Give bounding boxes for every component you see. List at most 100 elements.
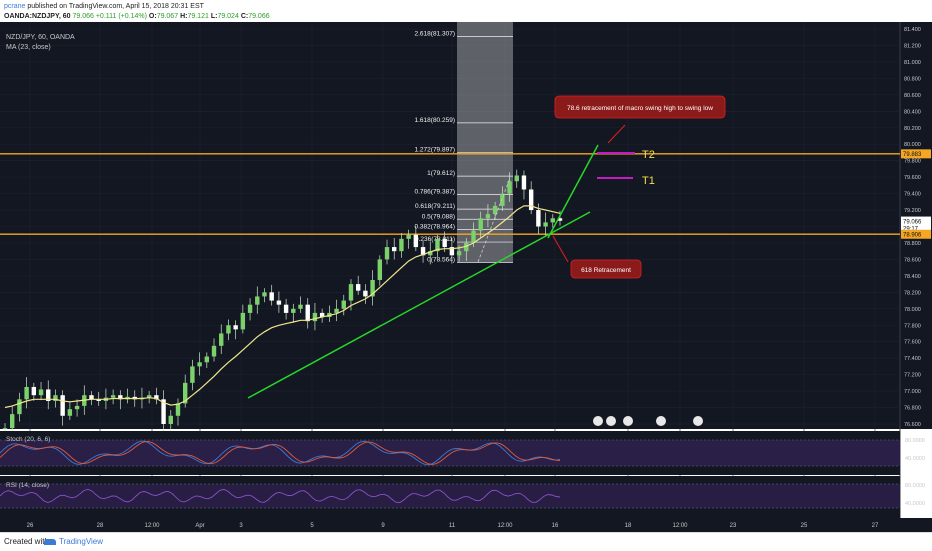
rsi-line [0, 488, 561, 503]
moving-average [4, 205, 561, 409]
candle-body [348, 284, 354, 301]
price-marker-label: 79.883 [903, 152, 922, 158]
low-label: L: [210, 13, 218, 20]
candle-body [334, 308, 339, 313]
annotation-box-1[interactable] [554, 95, 726, 119]
stoch-tick-bottom: 40.0000 [905, 456, 925, 462]
candle-body [46, 389, 51, 401]
stoch-lines [0, 440, 561, 466]
candle-body [247, 304, 253, 313]
instrument-label: NZD/JPY, 60, OANDA [6, 34, 75, 41]
last-price: 79.066 [72, 13, 94, 20]
event-icon[interactable] [593, 416, 603, 426]
x-tick-label: 23 [730, 523, 737, 529]
event-icons[interactable] [593, 416, 703, 426]
candle-body [269, 292, 274, 301]
x-tick-label: 16 [552, 523, 559, 529]
trendline-lower[interactable] [247, 211, 591, 399]
fib-level-label: 0.236(78.811) [415, 236, 455, 243]
candle-body [146, 395, 152, 398]
candle-body [233, 325, 238, 330]
fib-level-label: 1.618(80.259) [415, 117, 455, 124]
x-tick-label: 12:00 [144, 523, 160, 529]
price-marker-box [901, 229, 931, 239]
event-icon[interactable] [693, 416, 703, 426]
rsi-tick-top: 80.0000 [905, 483, 925, 489]
candle-body [67, 409, 73, 416]
y-tick-label: 77.000 [904, 389, 921, 395]
main-pane[interactable] [0, 22, 900, 429]
close-label: C: [240, 13, 249, 20]
candle-body [276, 300, 282, 305]
y-tick-label: 78.200 [904, 290, 921, 296]
candle-body [471, 230, 476, 243]
candle-body [485, 214, 491, 219]
candle-body [89, 395, 94, 400]
x-tick-label: 9 [381, 523, 385, 529]
x-tick-label: Apr [195, 523, 204, 529]
candle-body [312, 312, 318, 322]
y-tick-label: 80.400 [904, 109, 921, 115]
high-label: H: [180, 13, 188, 20]
candle-body [521, 175, 527, 190]
price-marker-box [901, 223, 931, 233]
fibonacci-levels[interactable]: 2.618(81.307) 1.618(80.259) 1.272(79.897) 1… [415, 31, 513, 264]
candle-body [478, 218, 483, 231]
event-icon[interactable] [623, 416, 633, 426]
price-marker-box [901, 216, 931, 226]
y-tick-label: 80.600 [904, 93, 921, 99]
ma-label: MA (23, close) [6, 44, 51, 51]
fib-level-label: 0(78.564) [427, 256, 455, 263]
candle-body [74, 405, 80, 410]
y-tick-label: 78.800 [904, 241, 921, 247]
time-axis[interactable] [0, 518, 932, 532]
event-icon[interactable] [606, 416, 616, 426]
candle-body [53, 395, 58, 401]
candle-body [110, 395, 116, 398]
stoch-d-line [0, 441, 561, 465]
y-tick-label: 80.800 [904, 76, 921, 82]
ma-line [4, 205, 561, 409]
author-link[interactable]: pcrane [4, 3, 26, 10]
tradingview-brand: TradingView [59, 537, 104, 546]
candle-body [24, 386, 29, 400]
horizontal-levels[interactable] [0, 153, 900, 235]
y-tick-label: 81.200 [904, 43, 921, 49]
price-marker-label: 29:17 [903, 226, 919, 232]
x-axis-ticks: 26 28 12:00 Apr 3 5 9 11 12:00 16 18 12:00 23 25 27 [27, 523, 879, 529]
fib-level-label: 1.272(79.897) [415, 147, 455, 154]
x-tick-label: 27 [872, 523, 879, 529]
price-series [2, 169, 563, 438]
candle-body [377, 259, 383, 280]
x-tick-label: 12:00 [497, 523, 513, 529]
y-tick-label: 79.800 [904, 159, 921, 165]
y-tick-label: 77.200 [904, 373, 921, 379]
y-tick-label: 76.600 [904, 422, 921, 428]
candle-body [190, 366, 195, 383]
candle-body [363, 290, 368, 297]
y-tick-label: 78.000 [904, 307, 921, 313]
candle-body [204, 356, 210, 363]
annotation-box-2[interactable] [570, 259, 642, 279]
candle-body [31, 386, 37, 396]
x-tick-label: 18 [625, 523, 632, 529]
candle-body [428, 251, 433, 256]
fib-level-label: 0.382(78.964) [415, 223, 455, 230]
candle-body [514, 175, 519, 182]
fib-level-label: 0.618(79.211) [415, 203, 455, 210]
y-tick-label: 77.800 [904, 323, 921, 329]
fib-highlight-box [457, 22, 513, 262]
created-with-text: Created with [4, 537, 49, 546]
y-tick-label: 77.600 [904, 340, 921, 346]
trendline-upper[interactable] [547, 144, 599, 239]
candle-body [500, 193, 505, 206]
candle-body [255, 296, 260, 305]
tradingview-link[interactable]: TradingView [44, 533, 103, 551]
y-tick-label: 77.400 [904, 356, 921, 362]
x-tick-label: 3 [239, 523, 243, 529]
price-change: +0.111 (+0.14%) [95, 13, 147, 20]
candle-body [406, 234, 411, 239]
event-icon[interactable] [656, 416, 666, 426]
candle-body [536, 210, 541, 227]
